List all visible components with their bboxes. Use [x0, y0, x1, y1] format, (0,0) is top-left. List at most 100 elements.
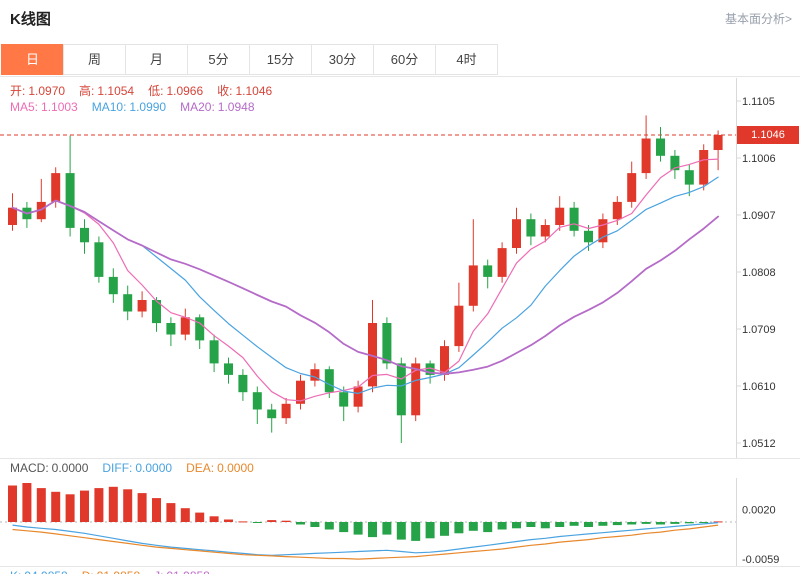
candle-body: [267, 409, 277, 419]
macd-bar: [612, 522, 622, 526]
ma20-line: [11, 199, 719, 375]
candle-body: [65, 173, 75, 228]
macd-bar: [296, 522, 305, 525]
ma10-value: 1.0990: [129, 100, 167, 114]
candle-body: [468, 265, 478, 306]
candle-body: [310, 369, 320, 381]
candle-body: [713, 135, 723, 150]
macd-bar: [425, 522, 435, 539]
candle-body: [8, 207, 17, 225]
macd-histogram: [8, 483, 723, 541]
fundamental-analysis-link[interactable]: 基本面分析>: [724, 12, 792, 26]
dea-value: 0.0000: [217, 461, 254, 475]
low-value: 1.0966: [166, 84, 204, 98]
price-tick-label: 1.0512: [742, 438, 776, 450]
ma20-value: 1.0948: [217, 100, 255, 114]
macd-bar: [555, 522, 565, 527]
diff-line: [12, 522, 719, 556]
widget-header: K线图 基本面分析>: [0, 0, 800, 40]
macd-bar: [468, 522, 478, 531]
macd-bar: [267, 520, 277, 522]
close-label: 收:: [217, 84, 233, 98]
macd-chart[interactable]: 0.0020 -0.0059: [0, 478, 800, 566]
macd-bar: [324, 522, 334, 530]
open-label: 开:: [10, 84, 26, 98]
macd-labels-row: MACD: 0.0000 DIFF: 0.0000 DEA: 0.0000: [10, 461, 268, 475]
macd-tick-label: -0.0059: [742, 554, 779, 566]
macd-bar: [396, 522, 406, 540]
candle-body: [497, 248, 507, 277]
dea-line: [12, 524, 719, 560]
macd-bar: [310, 522, 320, 527]
candle-body: [555, 207, 565, 225]
macd-bar: [512, 522, 521, 529]
macd-bar: [65, 494, 75, 522]
j-value: 91.9858: [166, 569, 209, 574]
candle-body: [123, 294, 133, 312]
ma10-label: MA10:: [91, 100, 127, 114]
high-value: 1.1054: [97, 84, 135, 98]
candle-body: [483, 265, 493, 277]
candle-body: [296, 380, 305, 404]
tab-60min[interactable]: 60分: [373, 44, 436, 75]
ma20-label: MA20:: [180, 100, 215, 114]
tab-daily[interactable]: 日: [1, 44, 64, 75]
macd-value: 0.0000: [51, 461, 89, 475]
candle-body: [224, 363, 233, 375]
macd-bar: [627, 522, 637, 525]
macd-divider: [0, 458, 800, 459]
ma10-line: [11, 176, 719, 394]
macd-bar: [108, 486, 118, 522]
page-title: K线图: [10, 11, 51, 28]
j-label: J:: [154, 569, 163, 574]
k-value: 94.9858: [24, 569, 67, 574]
candle-body: [656, 138, 665, 156]
candle-body: [94, 242, 104, 277]
candle-body: [252, 392, 262, 410]
macd-bar: [166, 503, 176, 522]
candle-body: [324, 369, 334, 393]
candle-body: [209, 340, 219, 364]
macd-bar: [51, 491, 61, 522]
candle-body: [152, 300, 161, 324]
macd-bar: [152, 498, 161, 522]
candle-body: [281, 403, 291, 419]
macd-bar: [598, 522, 608, 526]
macd-bar: [641, 522, 651, 524]
candle-body: [584, 230, 593, 243]
macd-bar: [670, 522, 680, 524]
tab-5min[interactable]: 5分: [187, 44, 250, 75]
macd-bar: [22, 483, 32, 522]
tab-15min[interactable]: 15分: [249, 44, 312, 75]
candle-body: [396, 363, 406, 416]
current-price-badge: 1.1046: [737, 126, 799, 144]
candle-body: [80, 227, 89, 243]
tab-4hour[interactable]: 4时: [435, 44, 498, 75]
price-tick-label: 1.0610: [742, 381, 776, 393]
candle-body: [238, 374, 248, 393]
candle-body: [612, 201, 622, 220]
macd-label: MACD:: [10, 461, 49, 475]
macd-bar: [94, 488, 104, 522]
candle-body: [166, 323, 176, 335]
candle-body: [670, 155, 680, 171]
candle-body: [641, 138, 651, 174]
price-tick-label: 1.1006: [742, 153, 776, 165]
tab-30min[interactable]: 30分: [311, 44, 374, 75]
candle-body: [569, 207, 579, 231]
candlestick-chart[interactable]: 1.1105 1.1006 1.0907 1.0808 1.0709 1.0610 1.05…: [0, 78, 800, 458]
macd-bar: [80, 490, 89, 522]
macd-bar: [281, 520, 291, 522]
macd-bar: [699, 522, 709, 523]
ma5-label: MA5:: [10, 100, 39, 114]
tab-weekly[interactable]: 周: [63, 44, 126, 75]
macd-bar: [368, 522, 377, 538]
macd-bar: [584, 522, 593, 527]
macd-bar: [252, 522, 262, 523]
price-tick-label: 1.1105: [742, 96, 775, 108]
tab-monthly[interactable]: 月: [125, 44, 188, 75]
candle-body: [425, 363, 435, 375]
ohlc-row: 开: 1.0970 高: 1.1054 低: 1.0966 收: 1.1046: [10, 82, 286, 99]
candle-body: [51, 173, 61, 202]
